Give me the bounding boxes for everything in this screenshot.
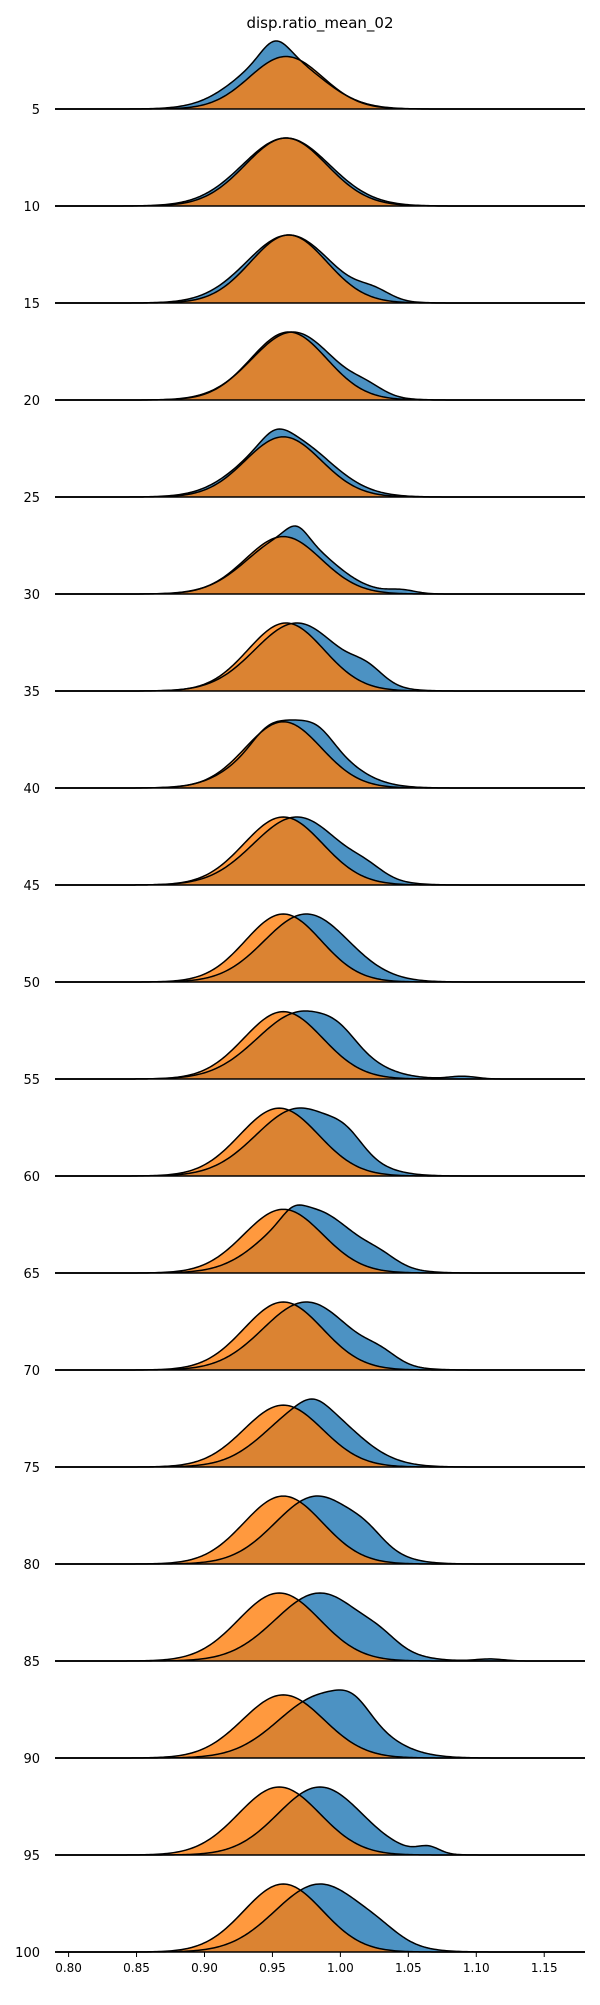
ridge-row-50: 50 [23,913,585,991]
row-label: 60 [23,1170,40,1185]
ridge-row-90: 90 [23,1689,585,1767]
ridge-row-70: 70 [23,1301,585,1379]
x-tick-label: 0.90 [191,1961,218,1975]
row-label: 45 [23,879,40,894]
ridge-area-series-2 [55,914,585,982]
ridge-area-series-2 [55,1593,585,1661]
ridge-area-series-2 [55,1496,585,1564]
chart-title: disp.ratio_mean_02 [246,14,393,33]
row-label: 65 [23,1267,40,1282]
ridge-area-series-2 [55,1694,585,1758]
ridge-row-30: 30 [23,525,585,603]
row-label: 50 [23,976,40,991]
ridge-row-15: 15 [23,234,585,312]
x-tick-label: 1.00 [327,1961,354,1975]
ridge-area-series-2 [55,1787,585,1855]
ridge-area-series-2 [55,1108,585,1176]
ridge-row-95: 95 [23,1786,585,1864]
row-label: 70 [23,1364,40,1379]
row-label: 55 [23,1073,40,1088]
ridge-area-series-2 [55,436,585,497]
ridge-area-series-2 [55,721,585,788]
row-label: 25 [23,491,40,506]
ridge-area-series-2 [55,56,585,109]
row-label: 15 [23,297,40,312]
ridge-row-80: 80 [23,1495,585,1573]
ridge-row-10: 10 [23,137,585,215]
row-label: 80 [23,1558,40,1573]
row-label: 5 [32,103,40,118]
ridge-row-25: 25 [23,428,585,506]
ridge-row-40: 40 [23,719,585,797]
ridge-row-35: 35 [23,622,585,700]
row-label: 85 [23,1655,40,1670]
ridge-row-20: 20 [23,331,585,409]
row-label: 35 [23,685,40,700]
ridge-row-100: 100 [15,1883,585,1961]
ridge-area-series-2 [55,1011,585,1079]
x-tick-label: 0.80 [55,1961,82,1975]
x-tick-label: 0.95 [259,1961,286,1975]
ridge-row-60: 60 [23,1107,585,1185]
row-label: 75 [23,1461,40,1476]
ridge-rows: 5 10 15 20 25 30 35 40 45 50 55 60 65 70 75 80 85 90 95 100 [15,40,585,1961]
ridge-area-series-2 [55,623,585,691]
row-label: 100 [15,1946,40,1961]
ridge-area-series-2 [55,1405,585,1467]
ridge-row-75: 75 [23,1398,585,1476]
row-label: 10 [23,200,40,215]
ridge-row-45: 45 [23,816,585,894]
ridge-row-65: 65 [23,1204,585,1282]
row-label: 20 [23,394,40,409]
row-label: 30 [23,588,40,603]
ridge-area-series-2 [55,536,585,594]
ridge-area-series-2 [55,332,585,400]
x-tick-label: 0.85 [123,1961,150,1975]
row-label: 90 [23,1752,40,1767]
x-tick-label: 1.10 [463,1961,490,1975]
ridge-area-series-2 [55,1209,585,1273]
row-label: 40 [23,782,40,797]
ridge-area-series-2 [55,1884,585,1952]
row-label: 95 [23,1849,40,1864]
ridge-row-5: 5 [32,40,585,118]
ridge-area-series-2 [55,235,585,303]
ridge-area-series-2 [55,817,585,885]
ridge-row-85: 85 [23,1592,585,1670]
ridge-row-55: 55 [23,1010,585,1088]
x-tick-label: 1.05 [395,1961,422,1975]
x-tick-label: 1.15 [531,1961,558,1975]
ridge-area-series-2 [55,1302,585,1370]
x-axis: 0.80 0.85 0.90 0.95 1.00 1.05 1.10 1.15 [55,1952,558,1975]
ridge-area-series-2 [55,138,585,206]
